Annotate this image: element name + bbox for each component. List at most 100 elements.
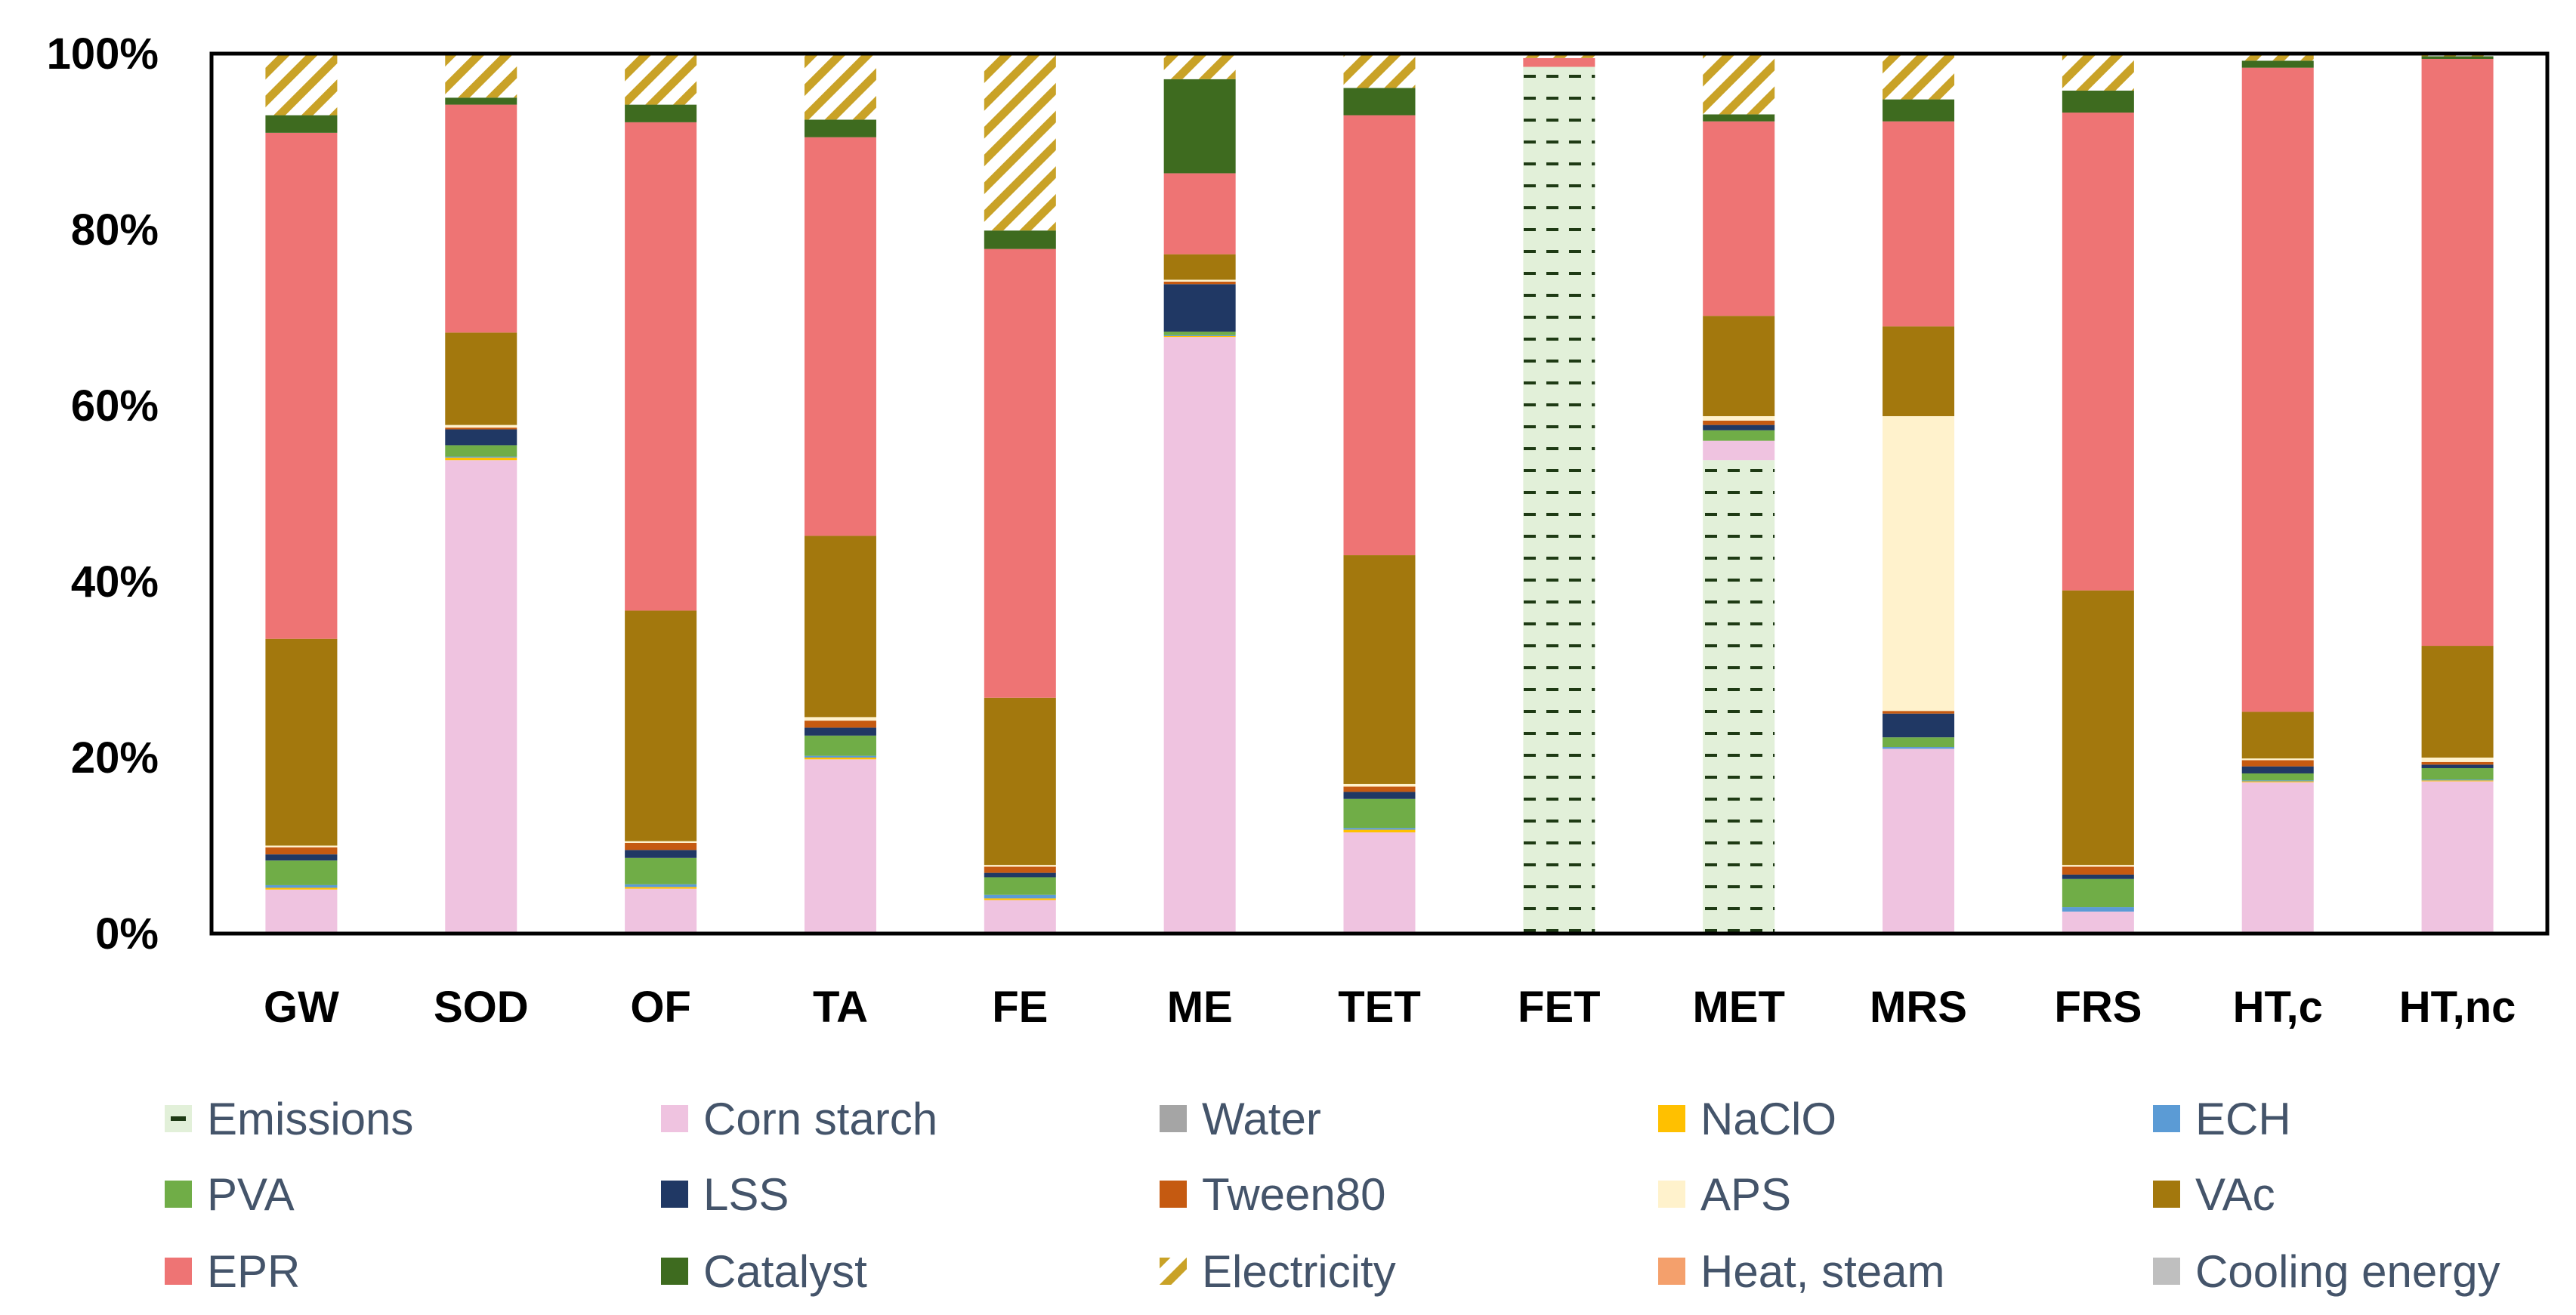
legend-swatch-naclo bbox=[1658, 1105, 1685, 1132]
legend-label-water: Water bbox=[1202, 1094, 1321, 1144]
legend-item-pva: PVA bbox=[165, 1169, 295, 1220]
bar-segment-met-lss bbox=[1703, 424, 1775, 431]
x-tick-label-me: ME bbox=[1167, 983, 1233, 1032]
bar-segment-met-pva bbox=[1703, 430, 1775, 441]
legend-label-tween80: Tween80 bbox=[1202, 1169, 1386, 1220]
legend-label-corn-starch: Corn starch bbox=[703, 1094, 937, 1144]
legend-swatch-tween80 bbox=[1160, 1181, 1187, 1208]
bar-segment-sod-naclo bbox=[445, 457, 517, 461]
bar-segment-frs-ech bbox=[2062, 907, 2134, 912]
legend-item-emissions: Emissions bbox=[165, 1094, 413, 1144]
bar-segment-gw-tween80 bbox=[265, 847, 338, 855]
bar-segment-me-naclo bbox=[1163, 335, 1236, 338]
bar-segment-frs-catalyst bbox=[2062, 90, 2134, 113]
bar-segment-of-vac bbox=[625, 610, 697, 841]
bar-segment-mrs-corn-starch bbox=[1883, 749, 1955, 934]
bar-segment-ht-c-pva bbox=[2241, 773, 2314, 781]
bar-segment-ta-catalyst bbox=[804, 119, 876, 137]
bar-segment-met-electricity bbox=[1703, 52, 1775, 115]
x-tick-label-frs: FRS bbox=[2054, 983, 2142, 1032]
bar-segment-gw-vac bbox=[265, 638, 338, 846]
bar-segment-of-lss bbox=[625, 850, 697, 858]
bar-segment-fe-catalyst bbox=[984, 230, 1056, 249]
bar-segment-ht-nc-aps bbox=[2421, 758, 2494, 762]
bar-segment-sod-pva bbox=[445, 445, 517, 457]
legend: Emissions Corn starch Water NaClO ECH PVA LSS T… bbox=[165, 1094, 2500, 1297]
bars-group bbox=[265, 52, 2494, 934]
bar-segment-ht-nc-epr bbox=[2421, 58, 2494, 647]
legend-item-naclo: NaClO bbox=[1658, 1094, 1836, 1144]
bar-segment-met-aps bbox=[1703, 415, 1775, 421]
legend-label-cooling-energy: Cooling energy bbox=[2195, 1246, 2500, 1297]
bar-segment-ht-nc-corn-starch bbox=[2421, 781, 2494, 934]
bar-segment-of-tween80 bbox=[625, 843, 697, 850]
bar-segment-mrs-ech bbox=[1883, 747, 1955, 749]
bar-segment-sod-ech bbox=[445, 456, 517, 458]
x-tick-label-of: OF bbox=[630, 983, 691, 1032]
bar-segment-ht-c-catalyst bbox=[2241, 60, 2314, 68]
bar-segment-sod-electricity bbox=[445, 54, 517, 98]
bar-segment-fet-epr bbox=[1523, 57, 1595, 67]
bar-segment-ht-c-electricity bbox=[2241, 54, 2314, 61]
y-tick-label: 20% bbox=[71, 733, 159, 783]
bar-segment-ht-c-vac bbox=[2241, 712, 2314, 759]
bar-segment-gw-ech bbox=[265, 884, 338, 888]
x-tick-label-fe: FE bbox=[992, 983, 1048, 1032]
bar-segment-tet-corn-starch bbox=[1343, 832, 1416, 934]
bar-segment-of-aps bbox=[625, 841, 697, 843]
bar-segment-ht-c-ech bbox=[2241, 780, 2314, 782]
bar-segment-mrs-aps bbox=[1883, 415, 1955, 712]
bar-segment-tet-tween80 bbox=[1343, 786, 1416, 792]
bar-segment-ta-electricity bbox=[804, 54, 876, 120]
bar-segment-tet-vac bbox=[1343, 555, 1416, 784]
y-tick-label: 40% bbox=[71, 557, 159, 607]
bar-segment-ta-ech bbox=[804, 755, 876, 758]
bar-segment-met-emissions bbox=[1703, 460, 1775, 934]
bar-segment-ta-aps bbox=[804, 717, 876, 721]
bar-segment-sod-tween80 bbox=[445, 428, 517, 430]
bar-segment-tet-catalyst bbox=[1343, 88, 1416, 116]
bar-segment-mrs-epr bbox=[1883, 121, 1955, 327]
bar-segment-me-catalyst bbox=[1163, 79, 1236, 174]
legend-item-aps: APS bbox=[1658, 1169, 1791, 1220]
bar-segment-mrs-vac bbox=[1883, 326, 1955, 416]
legend-label-pva: PVA bbox=[207, 1169, 295, 1220]
legend-item-heat-steam: Heat, steam bbox=[1658, 1246, 1944, 1297]
bar-segment-mrs-tween80 bbox=[1883, 711, 1955, 714]
legend-item-tween80: Tween80 bbox=[1160, 1169, 1386, 1220]
legend-label-epr: EPR bbox=[207, 1246, 300, 1297]
x-tick-labels: GW SOD OF TA FE ME TET FET MET MRS FRS HT,c HT,nc bbox=[264, 983, 2516, 1032]
bar-segment-ht-c-corn-starch bbox=[2241, 782, 2314, 934]
legend-swatch-pva bbox=[165, 1181, 192, 1208]
bar-segment-tet-aps bbox=[1343, 783, 1416, 787]
bar-segment-met-vac bbox=[1703, 316, 1775, 416]
bar-segment-ht-c-epr bbox=[2241, 67, 2314, 712]
bar-segment-met-tween80 bbox=[1703, 420, 1775, 425]
y-tick-label: 80% bbox=[71, 205, 159, 255]
bar-segment-ht-nc-ech bbox=[2421, 779, 2494, 781]
bar-segment-frs-pva bbox=[2062, 878, 2134, 908]
legend-item-electricity: Electricity bbox=[1160, 1246, 1396, 1297]
x-tick-label-met: MET bbox=[1692, 983, 1784, 1032]
legend-label-catalyst: Catalyst bbox=[703, 1246, 867, 1297]
bar-segment-of-corn-starch bbox=[625, 888, 697, 934]
bar-segment-gw-naclo bbox=[265, 887, 338, 890]
legend-swatch-lss bbox=[661, 1181, 688, 1208]
bar-segment-ta-corn-starch bbox=[804, 759, 876, 934]
bar-segment-ta-lss bbox=[804, 727, 876, 736]
bar-segment-sod-aps bbox=[445, 424, 517, 428]
bar-segment-ta-pva bbox=[804, 735, 876, 756]
bar-segment-fe-tween80 bbox=[984, 866, 1056, 873]
bar-segment-gw-pva bbox=[265, 860, 338, 885]
legend-label-heat-steam: Heat, steam bbox=[1700, 1246, 1944, 1297]
bar-segment-fe-electricity bbox=[984, 54, 1056, 231]
legend-item-lss: LSS bbox=[661, 1169, 789, 1220]
bar-segment-ht-c-tween80 bbox=[2241, 760, 2314, 767]
bar-segment-frs-aps bbox=[2062, 865, 2134, 867]
x-tick-label-ht-nc: HT,nc bbox=[2399, 983, 2516, 1032]
bar-segment-frs-vac bbox=[2062, 590, 2134, 866]
bar-segment-ht-nc-pva bbox=[2421, 767, 2494, 780]
legend-item-ech: ECH bbox=[2153, 1094, 2291, 1144]
bar-segment-ht-c-aps bbox=[2241, 758, 2314, 761]
x-tick-label-gw: GW bbox=[264, 983, 339, 1032]
